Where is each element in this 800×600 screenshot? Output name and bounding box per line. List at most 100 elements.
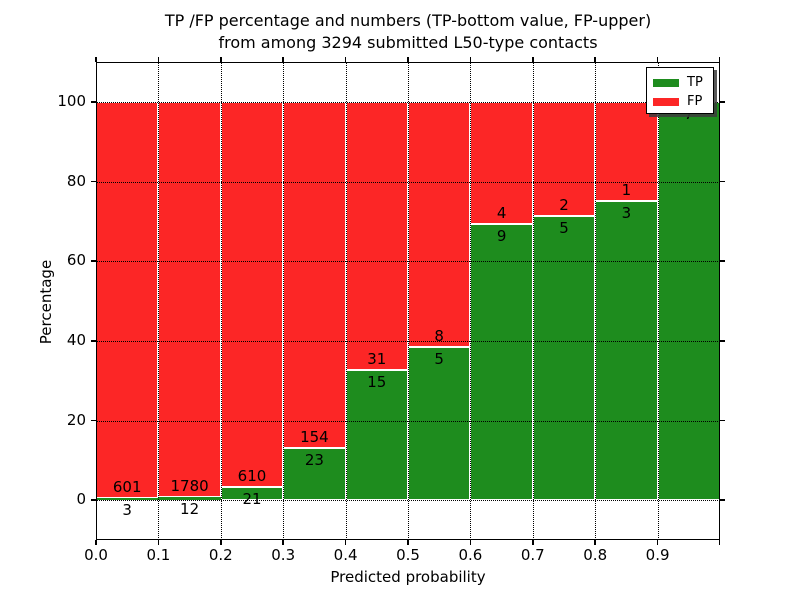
plot-border (96, 62, 720, 540)
bar-segment-tp (345, 370, 408, 501)
v-gridline (657, 62, 659, 540)
x-tick-label: 0.0 (84, 546, 108, 564)
x-tick-top (718, 57, 720, 62)
x-tick-label: 0.5 (396, 546, 420, 564)
x-tick-top (220, 57, 222, 62)
bar-segment-tp (283, 448, 346, 501)
x-tick-bottom (220, 540, 222, 545)
bar-segment-fp (532, 101, 596, 216)
v-gridline (158, 62, 160, 540)
x-tick-label: 0.2 (208, 546, 233, 564)
chart-title-line1: TP /FP percentage and numbers (TP-bottom… (164, 11, 652, 30)
fp-count-label: 8 (434, 326, 444, 345)
y-tick-left (91, 101, 96, 103)
x-tick-bottom (407, 540, 409, 545)
x-tick-top (532, 57, 534, 62)
y-tick-left (91, 340, 96, 342)
chart-title-line2: from among 3294 submitted L50-type conta… (218, 33, 598, 52)
fp-count-label: 31 (367, 350, 387, 369)
x-tick-label: 0.3 (271, 546, 296, 564)
x-tick-bottom (594, 540, 596, 545)
x-tick-top (656, 57, 659, 62)
fp-count-label: 1780 (170, 477, 209, 496)
y-tick-left (91, 499, 96, 501)
v-gridline (220, 62, 222, 540)
y-tick-right (720, 340, 725, 342)
v-gridline (595, 62, 597, 540)
v-gridline (345, 62, 347, 540)
x-tick-top (594, 57, 596, 62)
x-tick-label: 0.7 (520, 546, 545, 564)
x-tick-bottom (95, 540, 97, 545)
x-tick-label: 0.9 (645, 546, 670, 564)
legend-item-fp: FP (653, 92, 707, 111)
tp-count-label: 15 (367, 373, 387, 392)
tp-count-label: 12 (180, 500, 200, 519)
tp-count-label: 3 (122, 501, 132, 520)
x-tick-label: 0.6 (458, 546, 483, 564)
x-tick-top (407, 57, 409, 62)
y-tick-left (91, 419, 96, 422)
fp-count-label: 2 (559, 195, 569, 214)
chart-title: TP /FP percentage and numbers (TP-bottom… (96, 10, 720, 54)
x-tick-top (282, 57, 284, 62)
v-gridline (532, 62, 534, 540)
bar-segment-tp (470, 224, 533, 501)
x-tick-top (344, 57, 347, 62)
y-tick-label: 40 (66, 330, 86, 349)
x-tick-top (157, 57, 160, 62)
x-tick-label: 0.8 (583, 546, 608, 564)
y-tick-label: 80 (66, 171, 86, 190)
bar-segment-tp (595, 201, 658, 501)
x-tick-bottom (344, 540, 347, 545)
x-tick-bottom (532, 540, 534, 545)
x-tick-bottom (282, 540, 284, 545)
bar-segment-fp (408, 101, 471, 347)
x-tick-top (95, 57, 97, 62)
bar-segment-fp (158, 101, 221, 498)
legend: TP FP (646, 67, 714, 114)
fp-count-label: 601 (112, 478, 142, 497)
bar-segment-tp (96, 498, 159, 501)
tp-swatch-icon (653, 78, 679, 87)
tp-count-label: 9 (496, 227, 507, 246)
x-tick-top (469, 57, 472, 62)
bar-segment-tp (158, 497, 221, 501)
y-tick-right (720, 419, 725, 422)
y-tick-label: 0 (76, 490, 86, 509)
x-tick-bottom (718, 540, 720, 545)
v-gridline (470, 62, 472, 540)
fp-count-label: 1 (621, 181, 632, 200)
x-tick-bottom (469, 540, 472, 545)
fp-count-label: 610 (237, 466, 267, 485)
x-tick-label: 0.1 (146, 546, 171, 564)
fp-swatch-icon (653, 97, 679, 106)
legend-label-tp: TP (687, 75, 703, 90)
v-gridline (283, 62, 285, 540)
v-gridline (408, 62, 409, 540)
x-tick-label: 0.4 (333, 546, 358, 564)
tp-count-label: 5 (559, 218, 569, 237)
x-axis-label: Predicted probability (330, 568, 486, 586)
y-tick-right (720, 499, 725, 501)
y-tick-right (720, 101, 725, 103)
y-tick-right (720, 180, 725, 183)
tp-count-label: 5 (434, 349, 444, 368)
y-tick-right (720, 260, 725, 262)
bar-segment-tp (408, 346, 471, 501)
tp-count-label: 21 (242, 489, 262, 508)
fp-count-label: 4 (496, 204, 507, 223)
y-axis-label: Percentage (37, 259, 55, 345)
y-tick-label: 20 (66, 410, 86, 429)
y-tick-left (91, 180, 96, 183)
legend-item-tp: TP (653, 73, 707, 92)
y-tick-label: 100 (57, 91, 86, 110)
y-tick-label: 60 (66, 251, 86, 270)
legend-label-fp: FP (687, 94, 703, 109)
tp-count-label: 3 (621, 204, 632, 223)
y-tick-left (91, 260, 96, 262)
bar-segment-fp (283, 101, 346, 449)
x-tick-bottom (656, 540, 659, 545)
x-tick-bottom (157, 540, 160, 545)
